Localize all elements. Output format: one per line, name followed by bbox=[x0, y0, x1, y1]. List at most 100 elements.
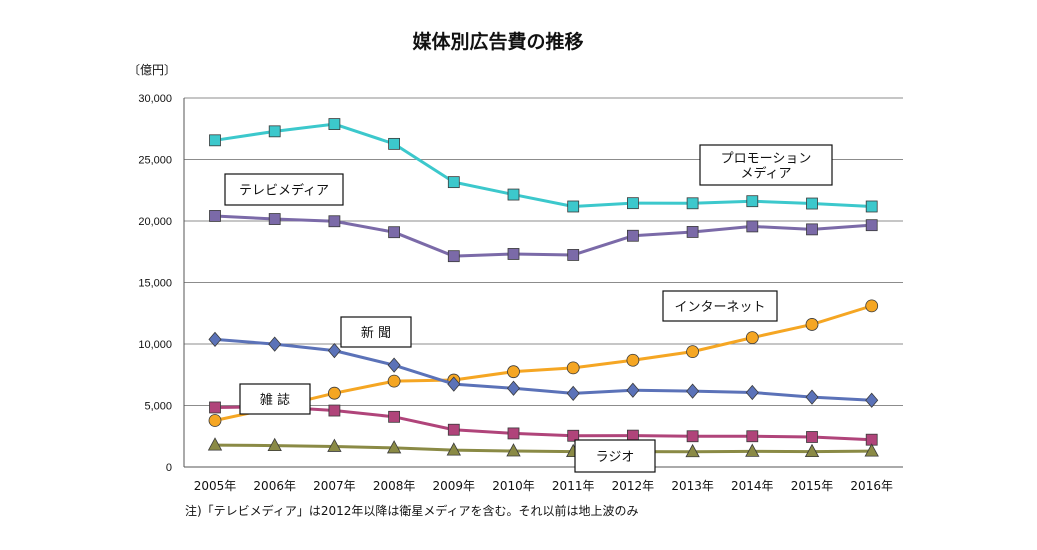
label-box-frame bbox=[699, 144, 833, 186]
data-point-marker bbox=[208, 331, 222, 347]
data-point-marker bbox=[864, 443, 879, 457]
label-box-frame bbox=[340, 316, 412, 348]
y-tick-label: 5,000 bbox=[144, 401, 172, 413]
data-point-marker bbox=[209, 210, 221, 222]
data-point-marker bbox=[209, 401, 221, 414]
data-point-marker bbox=[686, 197, 699, 210]
series-label-text: テレビメディア bbox=[239, 183, 329, 199]
x-tick-label: 2010年 bbox=[492, 479, 535, 493]
data-point-marker bbox=[567, 429, 580, 442]
x-tick-label: 2008年 bbox=[373, 479, 416, 493]
y-tick-label: 20,000 bbox=[138, 216, 172, 228]
series-triangle-group bbox=[207, 437, 879, 458]
data-point-marker bbox=[566, 361, 580, 375]
data-point-marker bbox=[388, 410, 401, 423]
label-box-frame bbox=[224, 173, 344, 206]
data-point-marker bbox=[805, 389, 819, 405]
series-label-box: 雑 誌 bbox=[239, 383, 311, 415]
series-circle-group bbox=[208, 299, 879, 427]
data-point-marker bbox=[507, 427, 520, 440]
data-point-marker bbox=[627, 197, 639, 210]
data-point-marker bbox=[268, 125, 281, 138]
label-box-frame bbox=[662, 290, 778, 322]
data-point-marker bbox=[387, 357, 401, 373]
series-diamond-group bbox=[208, 331, 879, 408]
x-tick-label: 2006年 bbox=[253, 479, 296, 493]
chart-note: 注)「テレビメディア」は2012年以降は衛星メディアを含む。それ以前は地上波のみ bbox=[185, 503, 639, 518]
x-tick-label: 2016年 bbox=[850, 479, 893, 493]
series-square-group bbox=[209, 210, 878, 263]
data-point-marker bbox=[387, 374, 401, 388]
x-tick-label: 2013年 bbox=[671, 479, 714, 493]
y-axis-unit-label: 〔億円〕 bbox=[128, 63, 176, 77]
series-label-box: ラジオ bbox=[574, 439, 656, 473]
series-label-text: プロモーション bbox=[721, 152, 812, 167]
data-point-marker bbox=[806, 431, 818, 443]
data-point-marker bbox=[507, 188, 520, 201]
series-square-group bbox=[209, 118, 878, 213]
data-point-marker bbox=[745, 443, 760, 457]
series-line bbox=[214, 443, 872, 454]
data-point-marker bbox=[446, 442, 461, 456]
y-tick-label: 0 bbox=[166, 462, 172, 474]
y-tick-label: 10,000 bbox=[138, 339, 172, 351]
x-tick-label: 2015年 bbox=[791, 479, 834, 493]
x-tick-label: 2012年 bbox=[612, 479, 655, 493]
data-point-marker bbox=[567, 200, 580, 213]
x-tick-label: 2009年 bbox=[433, 479, 476, 493]
series-line bbox=[214, 304, 873, 422]
series-line bbox=[214, 122, 872, 208]
data-point-marker bbox=[447, 250, 460, 263]
chart-title: 媒体別広告費の推移 bbox=[412, 30, 583, 53]
data-point-marker bbox=[328, 118, 341, 130]
data-point-marker bbox=[686, 383, 700, 399]
data-point-marker bbox=[686, 226, 699, 238]
data-point-marker bbox=[447, 176, 460, 189]
data-point-marker bbox=[626, 353, 640, 367]
data-point-marker bbox=[207, 437, 223, 451]
data-point-marker bbox=[328, 215, 341, 228]
y-tick-labels: 0 5,000 10,000 15,000 20,000 25,000 30,000 bbox=[138, 93, 172, 474]
data-point-marker bbox=[268, 213, 281, 225]
data-point-marker bbox=[686, 345, 699, 359]
series-label-box: 新 聞 bbox=[340, 316, 412, 348]
data-point-marker bbox=[865, 299, 879, 313]
data-point-marker bbox=[865, 219, 878, 232]
x-tick-labels: 2005年 2006年 2007年 2008年 2009年 2010年 2011年 2012年… bbox=[194, 479, 893, 493]
series-lines bbox=[207, 118, 879, 458]
data-point-marker bbox=[746, 430, 759, 443]
data-point-marker bbox=[386, 440, 402, 454]
series-label-box: テレビメディア bbox=[224, 173, 344, 206]
data-point-marker bbox=[506, 443, 521, 457]
data-point-marker bbox=[805, 318, 819, 331]
series-label-text: インターネット bbox=[674, 300, 765, 315]
data-point-marker bbox=[746, 195, 759, 208]
data-point-marker bbox=[507, 248, 520, 260]
data-point-marker bbox=[327, 386, 341, 400]
series-label-text: 雑 誌 bbox=[260, 392, 290, 408]
data-point-marker bbox=[686, 430, 699, 443]
series-label-text: ラジオ bbox=[596, 450, 635, 465]
data-point-marker bbox=[327, 438, 342, 452]
series-label-text: 新 聞 bbox=[361, 325, 391, 341]
data-point-marker bbox=[806, 197, 818, 210]
x-tick-label: 2005年 bbox=[194, 479, 237, 493]
data-point-marker bbox=[328, 404, 341, 417]
data-point-marker bbox=[685, 443, 700, 458]
data-point-marker bbox=[865, 392, 879, 408]
data-point-marker bbox=[627, 229, 639, 242]
y-tick-label: 25,000 bbox=[138, 155, 172, 167]
data-point-marker bbox=[745, 331, 759, 345]
data-point-marker bbox=[327, 343, 341, 359]
data-point-marker bbox=[506, 380, 521, 396]
data-point-marker bbox=[268, 336, 282, 352]
x-tick-label: 2014年 bbox=[731, 479, 774, 493]
data-point-marker bbox=[447, 376, 461, 392]
x-tick-label: 2011年 bbox=[552, 479, 595, 493]
series-label-text: メディア bbox=[740, 166, 791, 182]
data-point-marker bbox=[209, 134, 221, 147]
series-line bbox=[214, 405, 872, 442]
data-point-marker bbox=[804, 443, 820, 458]
